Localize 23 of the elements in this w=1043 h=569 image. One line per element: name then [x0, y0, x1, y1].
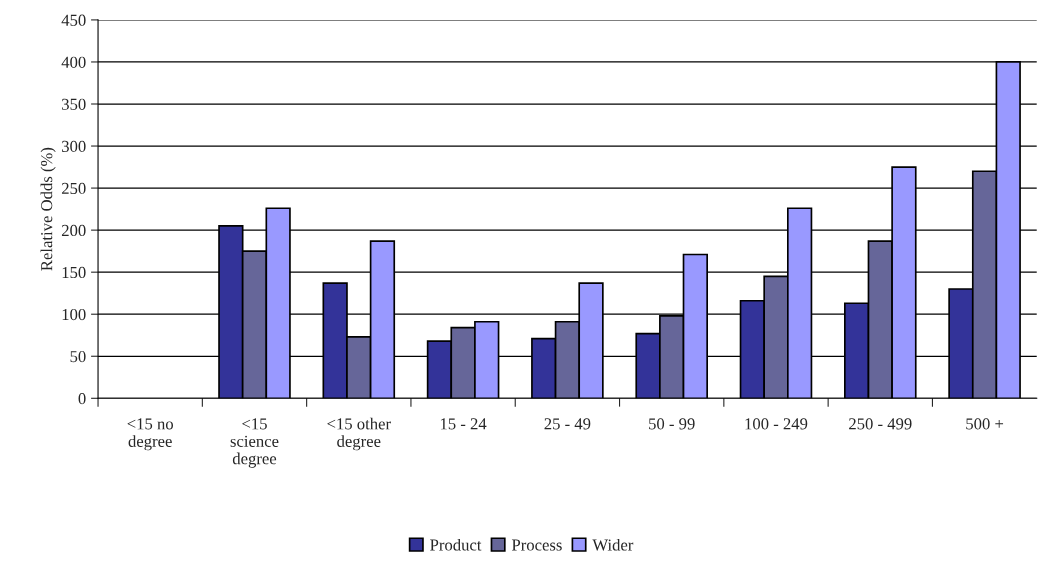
y-tick-label: 300 — [62, 140, 86, 152]
x-tick-label: 100 - 249 — [745, 418, 808, 430]
x-tick-label: 15 - 24 — [440, 418, 487, 430]
x-tick-label: 500 + — [966, 418, 1004, 430]
legend-label: Product — [430, 538, 482, 551]
x-tick-label: 25 - 49 — [544, 418, 591, 430]
y-axis-title: Relative Odds (%) — [40, 147, 56, 271]
x-tick-label: <15 science degree — [230, 418, 279, 468]
y-tick-label: 450 — [61, 14, 86, 26]
legend-label: Wider — [592, 538, 634, 551]
y-tick-label: 400 — [61, 56, 86, 68]
y-tick-label: 200 — [61, 224, 86, 237]
x-tick-label: <15 other degree — [327, 417, 391, 451]
y-tick-label: 250 — [61, 182, 86, 195]
x-tick-label: 250 - 499 — [849, 418, 912, 430]
legend-label: Process — [511, 539, 562, 551]
y-tick-label: 0 — [78, 393, 86, 405]
y-tick-label: 100 — [62, 308, 86, 321]
x-tick-label: 50 - 99 — [649, 418, 695, 430]
y-tick-label: 150 — [62, 266, 86, 279]
y-tick-label: 50 — [70, 350, 86, 363]
y-tick-label: 350 — [62, 98, 86, 110]
x-tick-label: <15 no degree — [127, 418, 174, 451]
